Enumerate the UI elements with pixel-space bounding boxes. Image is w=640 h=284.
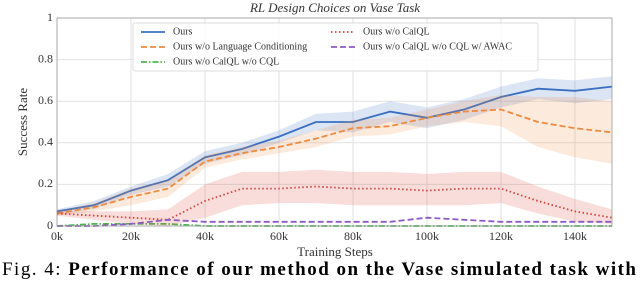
legend-label: Ours w/o CalQL w/o CQL — [173, 56, 279, 67]
x-tick-label: 40k — [196, 229, 214, 243]
x-tick-label: 80k — [344, 229, 362, 243]
confidence-band — [57, 169, 612, 226]
caption: Fig. 4: Performance of our method on the… — [2, 259, 636, 280]
chart-title: RL Design Choices on Vase Task — [249, 0, 420, 15]
x-tick-label: 0k — [51, 229, 63, 243]
data-line — [56, 185, 613, 221]
y-tick-label: 1 — [47, 10, 53, 24]
caption-text: Performance of our method on the Vase si… — [68, 259, 636, 280]
y-tick-label: 0 — [47, 218, 53, 232]
x-tick-label: 20k — [122, 229, 140, 243]
y-tick-label: 0.8 — [38, 51, 53, 65]
confidence-band — [57, 95, 612, 216]
x-tick-label: 120k — [489, 229, 513, 243]
plot-frame — [56, 17, 613, 227]
y-tick-label: 0.6 — [38, 93, 53, 107]
y-tick-label: 0.4 — [38, 135, 53, 149]
legend-label: Ours w/o Language Conditioning — [173, 41, 307, 52]
legend: Ours Ours w/o Language Conditioning Ours w… — [132, 22, 539, 72]
legend-label: Ours — [173, 26, 193, 37]
caption-label: Fig. 4: — [2, 259, 61, 280]
legend-label: Ours w/o CalQL — [363, 26, 430, 37]
y-axis-label: Success Rate — [15, 88, 30, 156]
legend-label: Ours w/o CalQL w/o CQL w/ AWAC — [363, 41, 512, 52]
x-axis-label: Training Steps — [297, 244, 373, 259]
data-line — [56, 108, 613, 215]
y-tick-label: 0.2 — [38, 176, 53, 190]
data-line — [56, 85, 613, 213]
x-tick-label: 100k — [415, 229, 439, 243]
x-tick-label: 140k — [563, 229, 587, 243]
x-tick-label: 60k — [270, 229, 288, 243]
data-line — [57, 216, 612, 227]
